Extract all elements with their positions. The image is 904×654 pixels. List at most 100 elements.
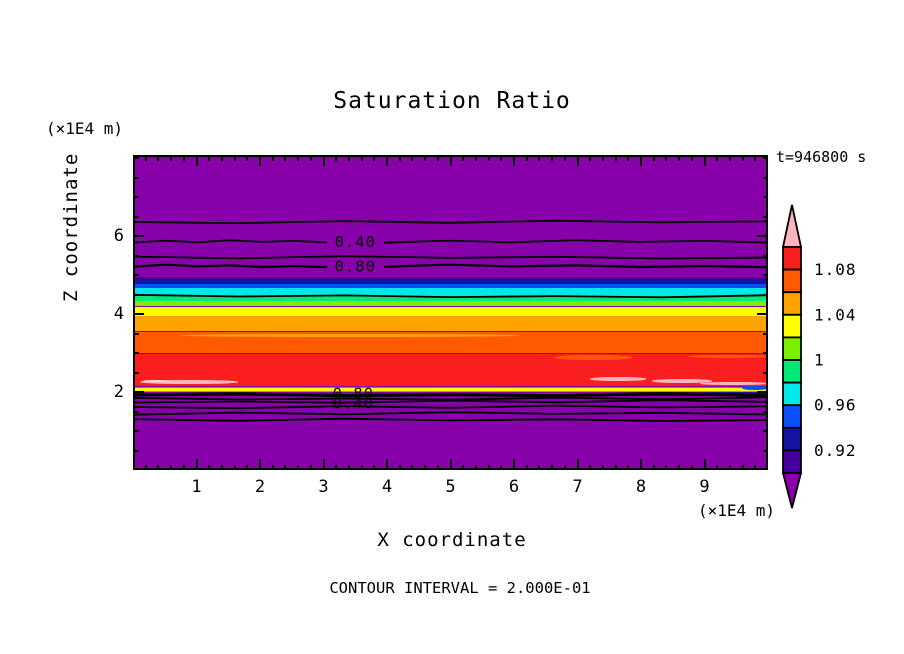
contour-band <box>133 306 768 317</box>
x-major-tick <box>195 155 198 166</box>
x-minor-tick <box>170 155 173 161</box>
x-minor-tick <box>563 155 566 161</box>
x-minor-tick <box>246 155 249 161</box>
x-axis-unit-label: (×1E4 m) <box>697 501 775 520</box>
x-major-tick <box>322 155 325 166</box>
contour-streak <box>143 380 170 383</box>
y-minor-tick <box>133 293 139 296</box>
x-tick-label: 1 <box>191 477 202 497</box>
contour-band <box>133 316 768 332</box>
contour-label: 0.80 <box>335 258 376 276</box>
x-minor-tick <box>360 155 363 161</box>
y-minor-tick <box>133 215 139 218</box>
x-minor-tick <box>614 464 617 470</box>
x-minor-tick <box>525 464 528 470</box>
chart-title: Saturation Ratio <box>333 88 571 114</box>
contour-streak <box>741 386 768 391</box>
y-minor-tick <box>133 176 139 179</box>
x-minor-tick <box>424 464 427 470</box>
x-minor-tick <box>716 155 719 161</box>
x-minor-tick <box>398 155 401 161</box>
x-minor-tick <box>741 464 744 470</box>
x-major-tick <box>640 459 642 470</box>
x-major-tick <box>259 155 261 166</box>
x-minor-tick <box>525 155 528 161</box>
contour-band <box>133 276 768 280</box>
x-minor-tick <box>462 464 465 470</box>
x-minor-tick <box>411 464 414 470</box>
plot-area: 0.40 0.80 0.80 0.40 <box>132 155 769 470</box>
y-minor-tick <box>133 196 139 198</box>
x-minor-tick <box>309 155 312 161</box>
x-minor-tick <box>424 155 427 161</box>
x-minor-tick <box>627 464 630 470</box>
contour-label: 0.80 <box>333 384 374 402</box>
x-minor-tick <box>652 155 655 161</box>
contour-streak <box>139 379 238 384</box>
x-minor-tick <box>170 464 173 470</box>
x-minor-tick <box>284 464 287 470</box>
y-tick-label: 4 <box>113 304 124 324</box>
x-minor-tick <box>551 464 554 470</box>
x-tick-label: 3 <box>318 477 329 497</box>
x-axis-title: X coordinate <box>377 529 527 551</box>
x-minor-tick <box>665 464 668 470</box>
x-minor-tick <box>436 155 439 161</box>
x-major-tick <box>576 155 579 166</box>
x-minor-tick <box>182 464 185 470</box>
time-annotation: t=946800 s <box>776 148 867 166</box>
colorbar-segment <box>782 268 802 294</box>
x-minor-tick <box>627 155 630 161</box>
contour-line-0.40 <box>132 239 327 244</box>
y-major-tick <box>133 391 144 393</box>
x-minor-tick <box>614 155 617 161</box>
y-minor-tick <box>762 196 768 198</box>
x-tick-label: 6 <box>508 477 520 497</box>
colorbar-label: 1.08 <box>814 260 857 279</box>
y-major-tick <box>757 313 768 315</box>
colorbar-top-arrow <box>781 204 803 248</box>
contour-line-0.20 <box>132 411 769 416</box>
y-minor-tick <box>133 254 139 257</box>
x-minor-tick <box>716 464 719 470</box>
x-minor-tick <box>335 464 338 470</box>
y-major-tick <box>757 235 768 237</box>
x-minor-tick <box>462 155 465 161</box>
y-minor-tick <box>762 430 768 432</box>
x-major-tick <box>259 459 261 470</box>
contour-line-0.80 <box>132 263 327 269</box>
contour-line-0.60 <box>132 255 769 260</box>
y-minor-tick <box>762 274 768 276</box>
colorbar-segment <box>782 359 802 384</box>
x-minor-tick <box>551 155 554 161</box>
colorbar: 1.08 1.04 1 0.96 0.92 <box>781 204 857 509</box>
contour-streak <box>179 333 520 337</box>
contour-band <box>133 288 768 296</box>
colorbar-segment <box>782 426 802 452</box>
x-major-tick <box>322 459 325 470</box>
x-minor-tick <box>474 464 477 470</box>
y-minor-tick <box>762 352 768 354</box>
x-major-tick <box>640 155 642 166</box>
x-minor-tick <box>500 155 503 161</box>
contour-line-0.40 <box>132 404 769 410</box>
x-minor-tick <box>741 155 744 161</box>
x-major-tick <box>449 155 452 166</box>
x-minor-tick <box>208 155 211 161</box>
x-minor-tick <box>589 155 592 161</box>
contour-line-0.20 <box>132 219 769 225</box>
x-minor-tick <box>157 464 160 470</box>
y-minor-tick <box>133 449 139 452</box>
x-minor-tick <box>754 155 757 161</box>
x-minor-tick <box>220 155 223 161</box>
x-minor-tick <box>690 155 693 161</box>
x-minor-tick <box>601 464 604 470</box>
x-major-tick <box>703 155 706 166</box>
contour-label: 0.40 <box>333 394 374 412</box>
y-minor-tick <box>133 371 139 374</box>
y-major-tick <box>133 235 144 237</box>
x-major-tick <box>386 155 388 166</box>
x-tick-label: 2 <box>254 477 266 497</box>
x-minor-tick <box>271 464 274 470</box>
x-tick-label: 8 <box>635 477 647 497</box>
